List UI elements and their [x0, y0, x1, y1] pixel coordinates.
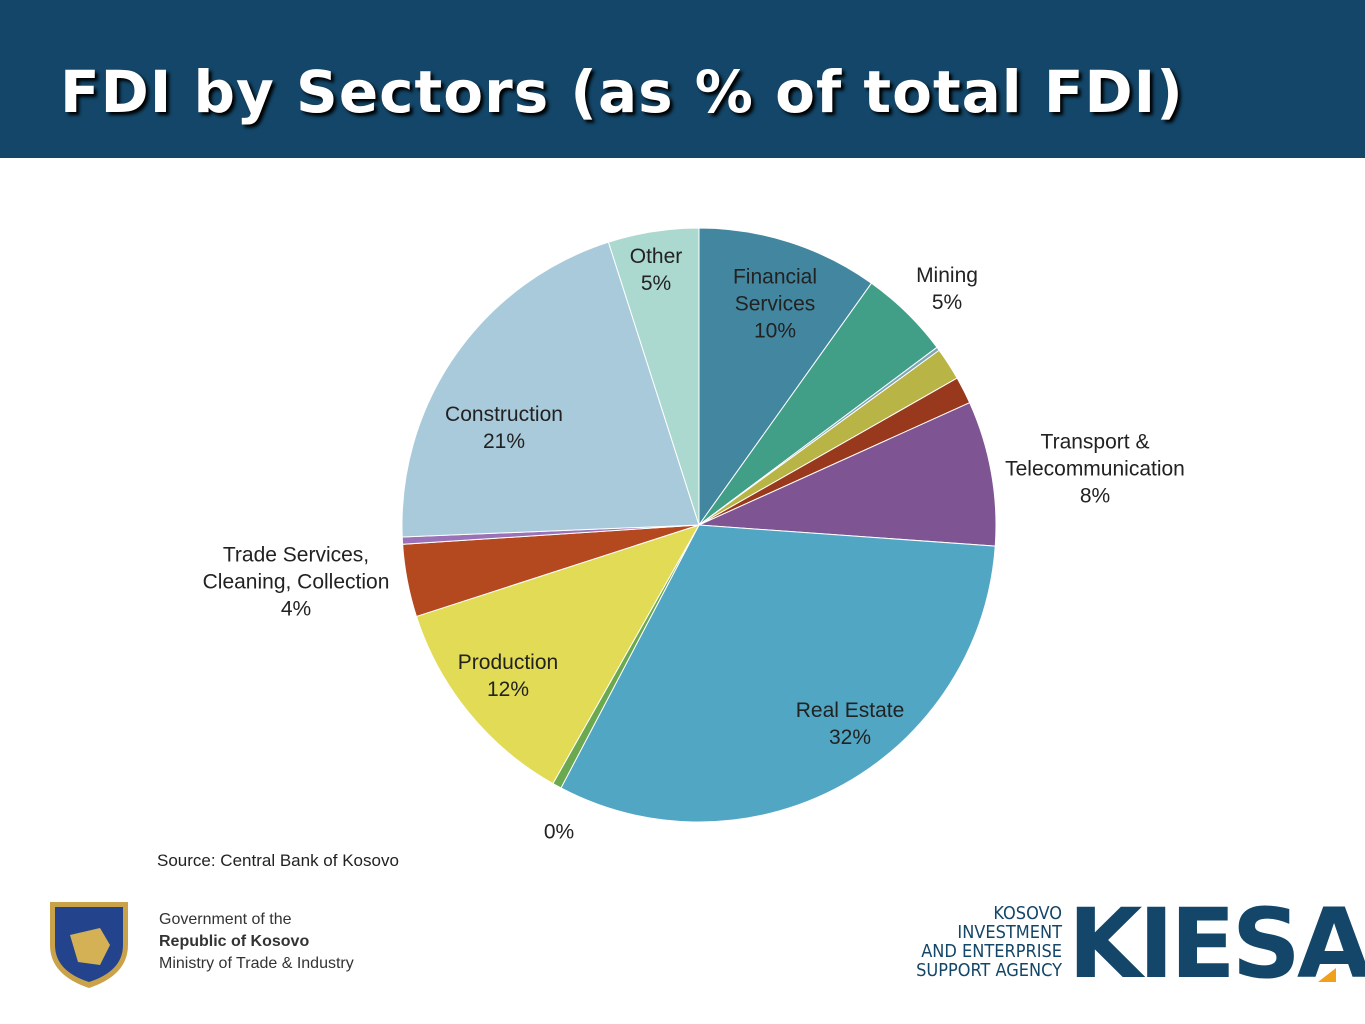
pie-slice — [607, 227, 700, 526]
slice-value: 5% — [931, 291, 963, 314]
slice-label: Real Estate 32% — [790, 697, 910, 751]
slice-category: Construction — [445, 403, 563, 426]
pie-slice — [560, 524, 996, 823]
slice-category: Trade Services, Cleaning, Collection — [202, 543, 390, 594]
slice-category: Mining — [916, 264, 978, 287]
slice-value: 0% — [543, 820, 575, 844]
source-note: Source: Central Bank of Kosovo — [157, 851, 399, 870]
slice-value: 10% — [753, 319, 797, 343]
slice-category: Real Estate — [795, 699, 905, 722]
logo-accent — [1318, 968, 1336, 982]
pie-slice — [415, 524, 701, 785]
slice-value: 8% — [1079, 484, 1111, 508]
emblem — [50, 902, 128, 988]
slice-value: 12% — [486, 678, 530, 701]
slice-category: Other — [629, 245, 683, 268]
slice-label: Mining 5% — [887, 262, 1007, 316]
slice-category: Financial Services — [732, 265, 818, 316]
slice-category: Transport & Telecommunication — [1005, 430, 1185, 481]
gov-line: Government of the — [159, 911, 292, 928]
logo-line: KOSOVO — [993, 903, 1062, 924]
logo-mark: KIESA — [1068, 888, 1365, 1000]
slice-label: Construction 21% — [444, 401, 564, 455]
slice-value: 4% — [280, 597, 312, 621]
logo-text: KOSOVO INVESTMENT AND ENTERPRISE SUPPORT… — [912, 904, 1062, 980]
header-band — [0, 0, 1365, 158]
slice-label: Trade Services, Cleaning, Collection 4% — [189, 542, 404, 623]
slice-category: Production — [457, 651, 559, 674]
slice-value: 32% — [828, 726, 872, 749]
logo-line: SUPPORT AGENCY — [916, 960, 1062, 981]
slice-label: 0% — [499, 819, 619, 846]
gov-line: Republic of Kosovo — [159, 933, 310, 950]
government-text: Government of the Republic of Kosovo Min… — [159, 909, 354, 975]
logo-line: AND ENTERPRISE — [921, 941, 1062, 962]
pie-slice — [401, 241, 700, 538]
slice-label: Other 5% — [596, 243, 716, 297]
logo-line: INVESTMENT — [957, 922, 1062, 943]
slice-label: Transport & Telecommunication 8% — [990, 429, 1200, 510]
slice-label: Financial Services 10% — [715, 264, 835, 345]
pie-slice — [698, 402, 997, 547]
slide-title: FDI by Sectors (as % of total FDI) — [60, 58, 1184, 126]
slice-value: 5% — [640, 272, 672, 295]
gov-line: Ministry of Trade & Industry — [159, 955, 354, 972]
pie-slice — [698, 227, 873, 527]
slice-label: Production 12% — [448, 649, 568, 703]
slice-value: 21% — [482, 430, 526, 453]
